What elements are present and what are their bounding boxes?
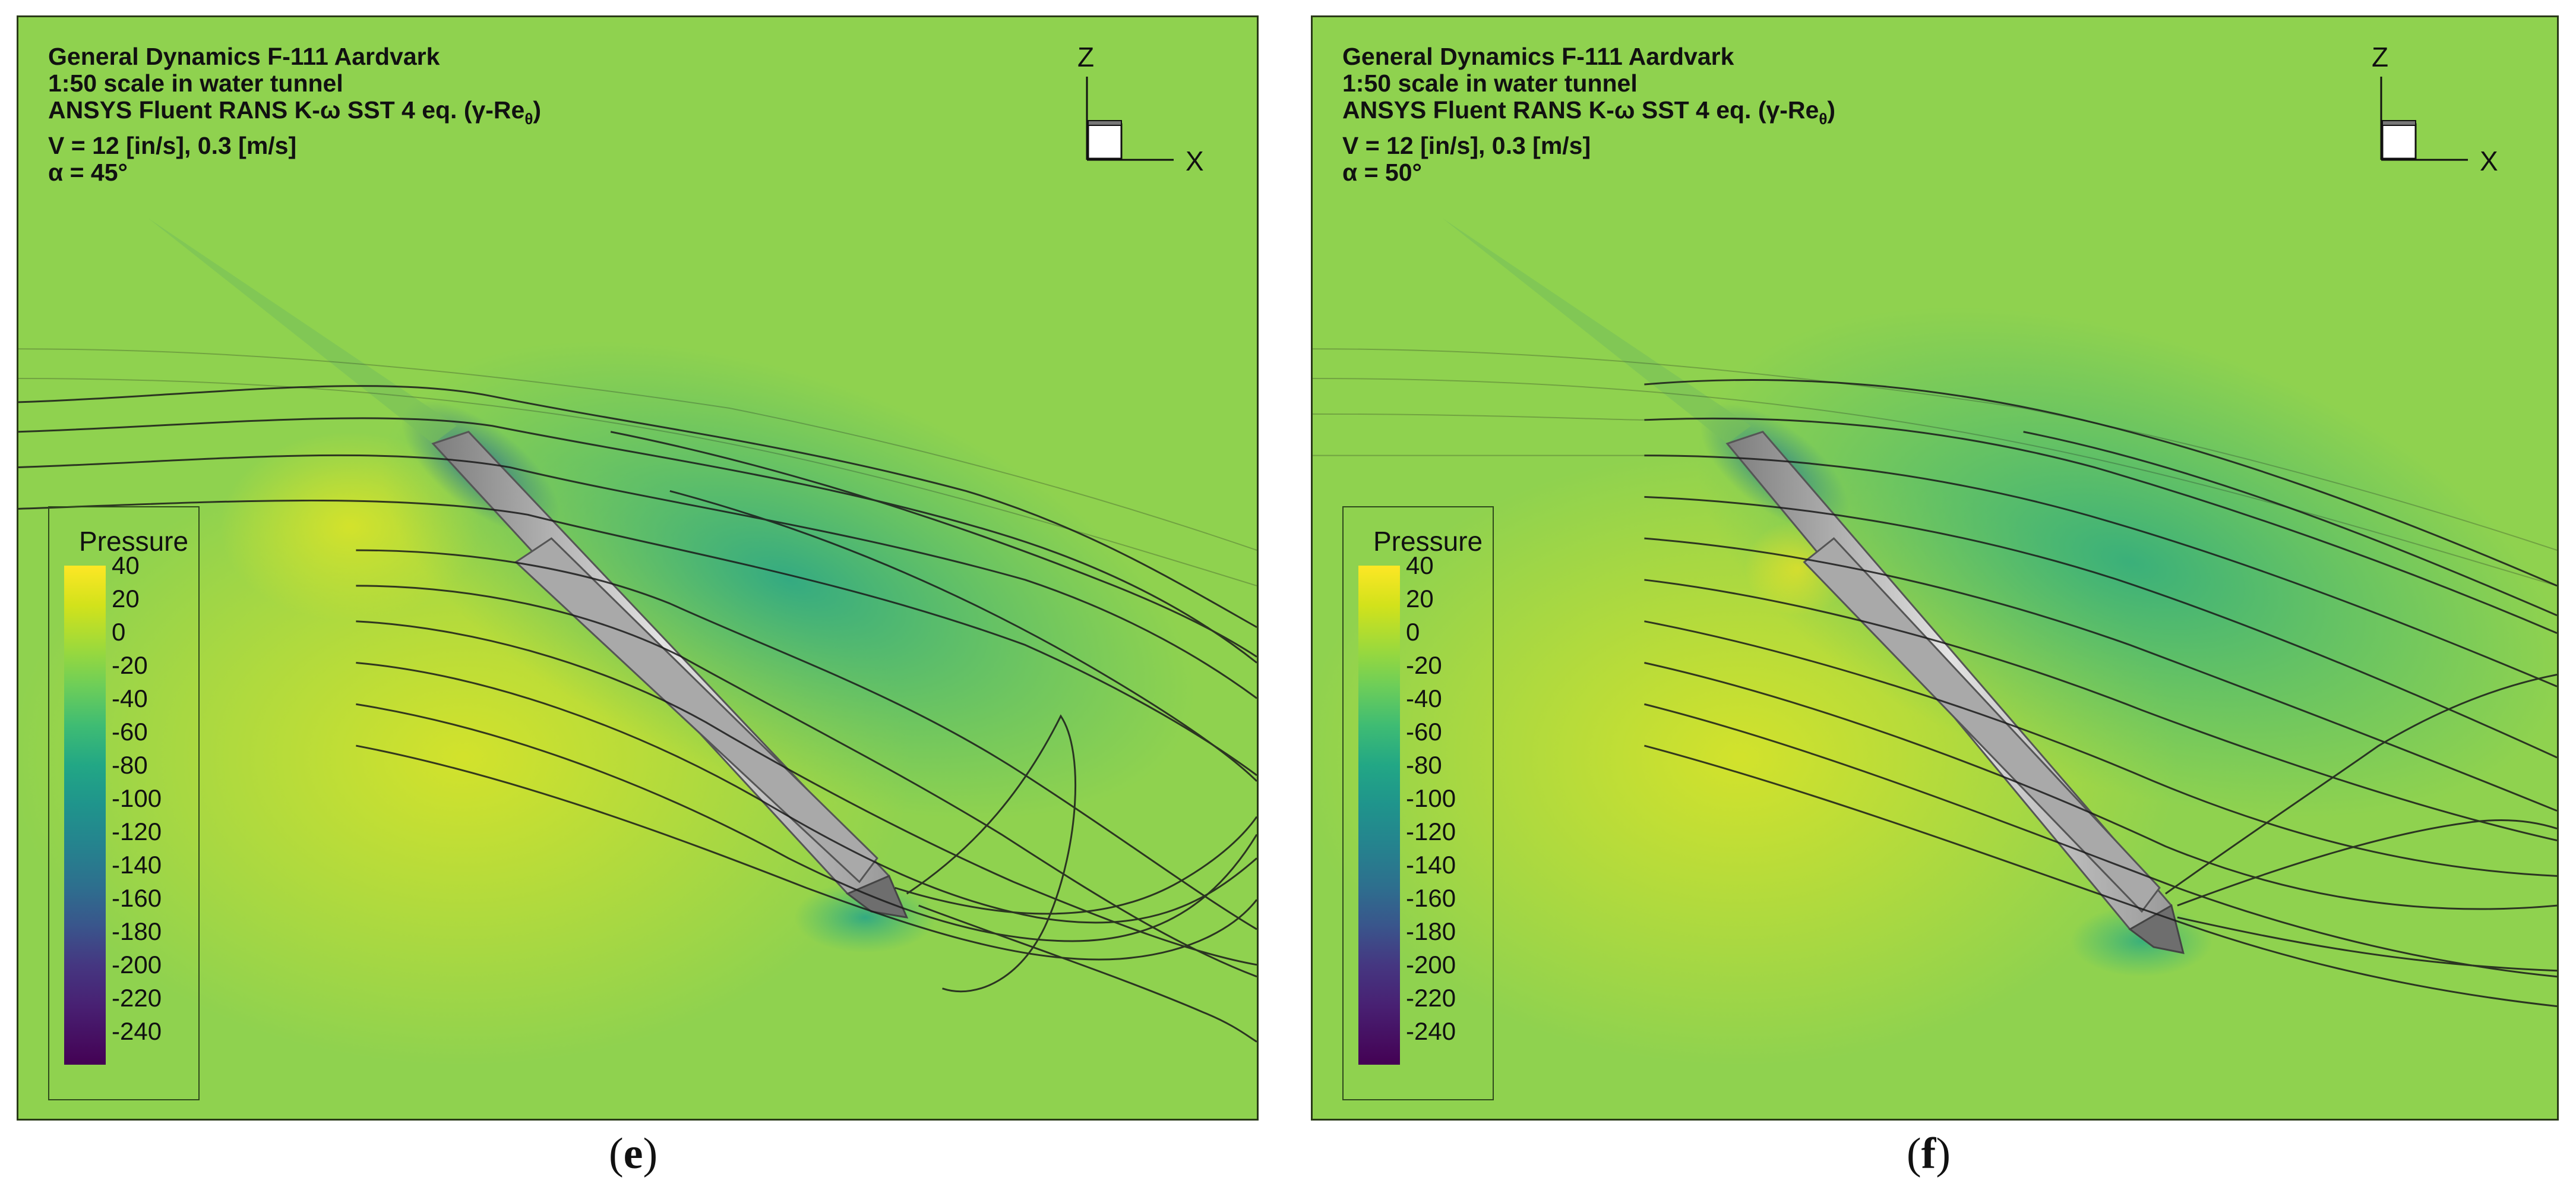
tick-label: -220 [112, 984, 162, 1012]
axis-triad-e: Z X [1055, 41, 1209, 184]
solver-subscript: θ [524, 110, 533, 128]
scale-note: 1:50 scale in water tunnel [1342, 70, 1638, 97]
tick-label: -80 [1406, 751, 1442, 779]
colorbar [1358, 566, 1400, 1065]
solver-prefix: ANSYS Fluent RANS K-ω SST 4 eq. (γ-Re [48, 96, 525, 124]
tick-label: -80 [112, 751, 148, 779]
x-axis-label: X [1186, 146, 1204, 176]
caption-e: (e) [609, 1129, 658, 1178]
solver-suffix: ) [1827, 96, 1836, 124]
tick-label: -40 [112, 684, 148, 712]
tick-label: -140 [1406, 851, 1456, 879]
tick-label: -120 [112, 818, 162, 845]
pressure-legend-f: Pressure 40 20 0 -20 -40 -60 -80 -100 -1… [1342, 506, 1494, 1100]
aircraft-title: General Dynamics F-111 Aardvark [1342, 43, 1734, 70]
z-axis-label: Z [1077, 42, 1095, 72]
cfd-panel-f: General Dynamics F-111 Aardvark 1:50 sca… [1311, 15, 2559, 1121]
colorbar-ticks: 40 20 0 -20 -40 -60 -80 -100 -120 -140 -… [1406, 553, 1495, 1065]
tick-label: -140 [112, 851, 162, 879]
tick-label: 40 [112, 551, 140, 579]
tick-label: -160 [1406, 884, 1456, 912]
tick-label: 20 [1406, 585, 1434, 613]
tick-label: -200 [112, 951, 162, 979]
velocity-note: V = 12 [in/s], 0.3 [m/s] [1342, 132, 1591, 159]
x-axis-label: X [2480, 146, 2498, 176]
pressure-legend-e: Pressure 40 20 0 -20 -40 -60 -80 -100 -1… [48, 506, 200, 1100]
z-axis-label: Z [2372, 42, 2389, 72]
tick-label: -20 [112, 651, 148, 679]
solver-note: ANSYS Fluent RANS K-ω SST 4 eq. (γ-Reθ) [1342, 97, 1835, 132]
colorbar [64, 566, 106, 1065]
simulation-info-e: General Dynamics F-111 Aardvark 1:50 sca… [48, 43, 541, 186]
axis-triad-f: Z X [2349, 41, 2504, 184]
tick-label: -240 [1406, 1017, 1456, 1045]
tick-label: -220 [1406, 984, 1456, 1012]
colorbar-ticks: 40 20 0 -20 -40 -60 -80 -100 -120 -140 -… [112, 553, 201, 1065]
tick-label: 20 [112, 585, 140, 613]
streamlines-e [18, 385, 1257, 1043]
tick-label: -100 [1406, 784, 1456, 812]
tick-label: -160 [112, 884, 162, 912]
streamlines-f [1644, 379, 2557, 1008]
tick-label: 0 [1406, 618, 1420, 646]
solver-suffix: ) [533, 96, 542, 124]
tick-label: 0 [112, 618, 126, 646]
pressure-field-e [18, 17, 1257, 1119]
legend-title: Pressure [79, 526, 189, 557]
tick-label: -60 [1406, 718, 1442, 746]
tick-label: -60 [112, 718, 148, 746]
caption-f: (f) [1907, 1129, 1951, 1178]
alpha-note: α = 45° [48, 159, 128, 186]
tick-label: -240 [112, 1017, 162, 1045]
cfd-panel-e: General Dynamics F-111 Aardvark 1:50 sca… [17, 15, 1259, 1121]
tick-label: -180 [112, 917, 162, 945]
tick-label: -100 [112, 784, 162, 812]
solver-subscript: θ [1819, 110, 1828, 128]
scale-note: 1:50 scale in water tunnel [48, 70, 343, 97]
alpha-note: α = 50° [1342, 159, 1422, 186]
pressure-field-f [1313, 17, 2557, 1119]
tick-label: -120 [1406, 818, 1456, 845]
tick-label: -40 [1406, 684, 1442, 712]
caption-letter: e [623, 1129, 643, 1178]
tick-label: -20 [1406, 651, 1442, 679]
tick-label: -180 [1406, 917, 1456, 945]
solver-prefix: ANSYS Fluent RANS K-ω SST 4 eq. (γ-Re [1342, 96, 1819, 124]
tick-label: 40 [1406, 551, 1434, 579]
tick-label: -200 [1406, 951, 1456, 979]
caption-letter: f [1921, 1129, 1936, 1178]
simulation-info-f: General Dynamics F-111 Aardvark 1:50 sca… [1342, 43, 1835, 186]
aircraft-title: General Dynamics F-111 Aardvark [48, 43, 440, 70]
solver-note: ANSYS Fluent RANS K-ω SST 4 eq. (γ-Reθ) [48, 97, 541, 132]
velocity-note: V = 12 [in/s], 0.3 [m/s] [48, 132, 297, 159]
legend-title: Pressure [1373, 526, 1483, 557]
